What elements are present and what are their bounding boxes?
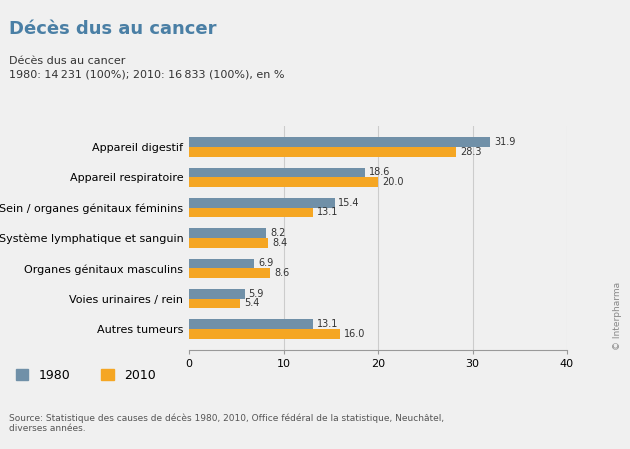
Text: 18.6: 18.6 [369, 167, 390, 177]
Text: 6.9: 6.9 [258, 259, 273, 269]
Legend: 1980, 2010: 1980, 2010 [16, 369, 156, 382]
Text: 31.9: 31.9 [494, 137, 515, 147]
Text: 13.1: 13.1 [317, 207, 338, 217]
Text: Décès dus au cancer: Décès dus au cancer [9, 56, 126, 66]
Bar [189, 137, 491, 147]
Bar [189, 319, 313, 329]
Text: 8.4: 8.4 [272, 238, 287, 248]
Text: Source: Statistique des causes de décès 1980, 2010, Office fédéral de la statist: Source: Statistique des causes de décès … [9, 413, 445, 433]
Bar [189, 198, 335, 207]
Bar [189, 329, 340, 339]
Bar [189, 269, 270, 278]
Text: 1980: 14 231 (100%); 2010: 16 833 (100%), en %: 1980: 14 231 (100%); 2010: 16 833 (100%)… [9, 70, 285, 79]
Text: 8.2: 8.2 [270, 228, 285, 238]
Bar [189, 299, 240, 308]
Text: © Interpharma: © Interpharma [614, 282, 622, 350]
Text: Décès dus au cancer: Décès dus au cancer [9, 20, 217, 38]
Bar [189, 167, 365, 177]
Bar [189, 259, 255, 269]
Bar [189, 228, 266, 238]
Bar [189, 289, 244, 299]
Bar [189, 238, 268, 248]
Text: 5.9: 5.9 [248, 289, 264, 299]
Text: 16.0: 16.0 [344, 329, 365, 339]
Text: 15.4: 15.4 [338, 198, 360, 208]
Bar [189, 207, 313, 217]
Text: 5.4: 5.4 [244, 299, 259, 308]
Text: 20.0: 20.0 [382, 177, 403, 187]
Bar [189, 147, 457, 157]
Text: 8.6: 8.6 [274, 268, 289, 278]
Text: 13.1: 13.1 [317, 319, 338, 329]
Text: 28.3: 28.3 [460, 147, 482, 157]
Bar [189, 177, 378, 187]
